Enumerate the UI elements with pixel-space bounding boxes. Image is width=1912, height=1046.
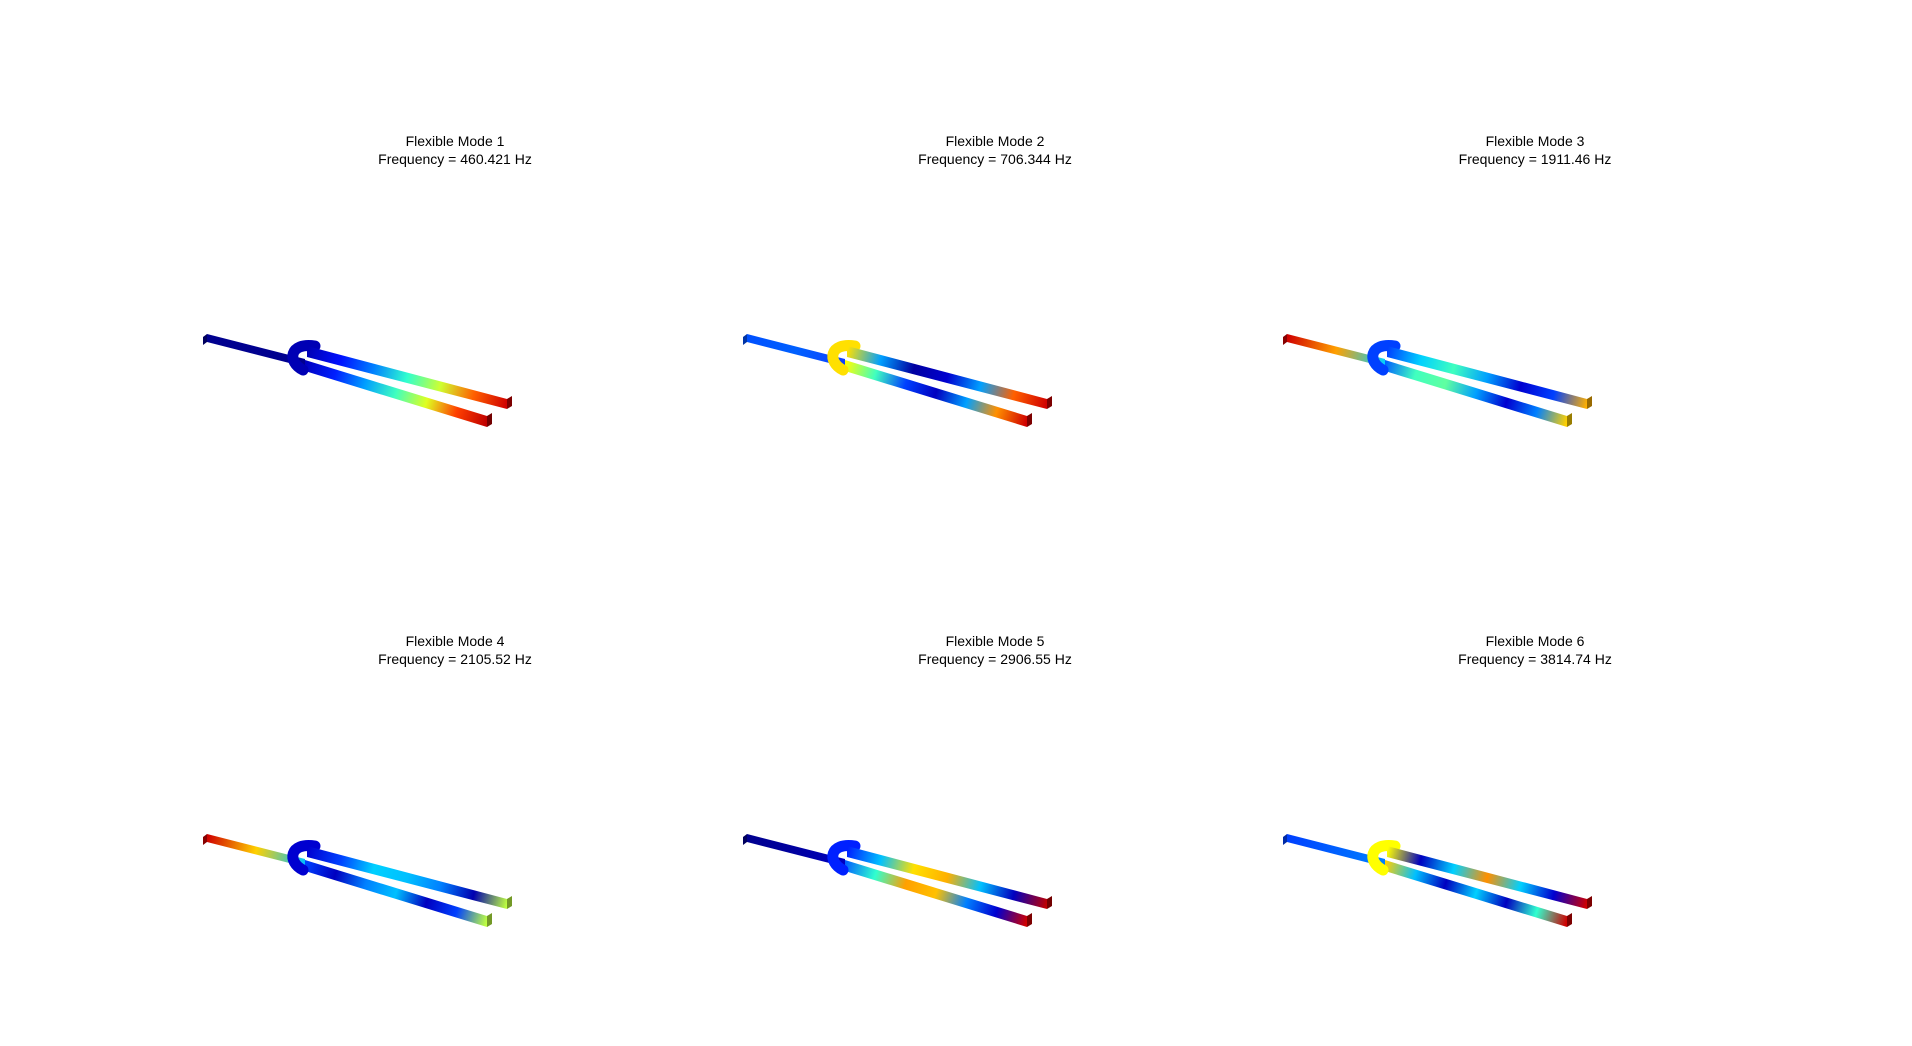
fork-bend (1367, 340, 1401, 376)
mode-panel-2: Flexible Mode 2 Frequency = 706.344 Hz (743, 132, 1205, 427)
fork-lower-tip (1567, 913, 1572, 927)
mode-title: Flexible Mode 3 (1485, 133, 1585, 149)
tuning-fork-mode-shape (1283, 834, 1592, 927)
mode-frequency: Frequency = 2105.52 Hz (378, 651, 532, 667)
tuning-fork-mode-shape (203, 334, 512, 427)
fork-stem (747, 834, 845, 867)
fork-lower-tip (1567, 413, 1572, 427)
fork-upper-tip (1047, 896, 1052, 909)
mode-panel-5: Flexible Mode 5 Frequency = 2906.55 Hz (743, 632, 1205, 927)
mode-frequency: Frequency = 3814.74 Hz (1458, 651, 1612, 667)
mode-frequency: Frequency = 2906.55 Hz (918, 651, 1072, 667)
fork-upper-tip (507, 896, 512, 909)
fork-stem (207, 834, 305, 867)
fork-lower-tip (487, 913, 492, 927)
mode-panel-3: Flexible Mode 3 Frequency = 1911.46 Hz (1283, 132, 1745, 427)
mode-title: Flexible Mode 2 (945, 133, 1045, 149)
mode-panel-4: Flexible Mode 4 Frequency = 2105.52 Hz (203, 632, 665, 927)
mode-panel-6: Flexible Mode 6 Frequency = 3814.74 Hz (1283, 632, 1745, 927)
mode-frequency: Frequency = 460.421 Hz (378, 151, 532, 167)
tuning-fork-mode-shape (203, 834, 512, 927)
fork-stem (1287, 334, 1385, 367)
fork-bend (827, 340, 861, 376)
fork-upper-tip (1047, 396, 1052, 409)
mode-title: Flexible Mode 4 (405, 633, 505, 649)
fork-lower-prong (305, 860, 487, 927)
fork-upper-tip (1587, 896, 1592, 909)
fork-stem (1287, 834, 1385, 867)
mode-title-block: Flexible Mode 6 Frequency = 3814.74 Hz (1325, 632, 1745, 668)
fork-lower-prong (305, 360, 487, 427)
fork-upper-prong (847, 846, 1047, 909)
fork-upper-prong (1387, 846, 1587, 909)
fork-upper-prong (307, 846, 507, 909)
mode-frequency: Frequency = 706.344 Hz (918, 151, 1072, 167)
fork-upper-prong (307, 346, 507, 409)
fork-stem-end (1283, 834, 1287, 845)
mode-panel-1: Flexible Mode 1 Frequency = 460.421 Hz (203, 132, 665, 427)
mode-title: Flexible Mode 5 (945, 633, 1045, 649)
fork-upper-prong (847, 346, 1047, 409)
mode-title-block: Flexible Mode 1 Frequency = 460.421 Hz (245, 132, 665, 168)
fork-lower-prong (845, 360, 1027, 427)
mode-title: Flexible Mode 6 (1485, 633, 1585, 649)
fork-bend (287, 840, 321, 876)
fork-upper-tip (1587, 396, 1592, 409)
fork-stem-end (743, 834, 747, 845)
fork-bend (287, 340, 321, 376)
tuning-fork-mode-shape (743, 834, 1052, 927)
fork-stem (747, 334, 845, 367)
fork-lower-tip (1027, 913, 1032, 927)
fork-lower-tip (487, 413, 492, 427)
mode-title-block: Flexible Mode 5 Frequency = 2906.55 Hz (785, 632, 1205, 668)
fork-bend (1367, 840, 1401, 876)
mode-title: Flexible Mode 1 (405, 133, 505, 149)
fork-stem-end (203, 334, 207, 345)
fork-upper-prong (1387, 346, 1587, 409)
mode-title-block: Flexible Mode 2 Frequency = 706.344 Hz (785, 132, 1205, 168)
mode-frequency: Frequency = 1911.46 Hz (1458, 151, 1612, 167)
fork-stem-end (1283, 334, 1287, 345)
fork-lower-prong (845, 860, 1027, 927)
fork-stem-end (743, 334, 747, 345)
fork-stem-end (203, 834, 207, 845)
fork-lower-prong (1385, 360, 1567, 427)
tuning-fork-mode-shape (1283, 334, 1592, 427)
fork-lower-tip (1027, 413, 1032, 427)
fork-upper-tip (507, 396, 512, 409)
fork-lower-prong (1385, 860, 1567, 927)
tuning-fork-mode-shape (743, 334, 1052, 427)
fork-stem (207, 334, 305, 367)
mode-title-block: Flexible Mode 4 Frequency = 2105.52 Hz (245, 632, 665, 668)
fork-bend (827, 840, 861, 876)
mode-title-block: Flexible Mode 3 Frequency = 1911.46 Hz (1325, 132, 1745, 168)
